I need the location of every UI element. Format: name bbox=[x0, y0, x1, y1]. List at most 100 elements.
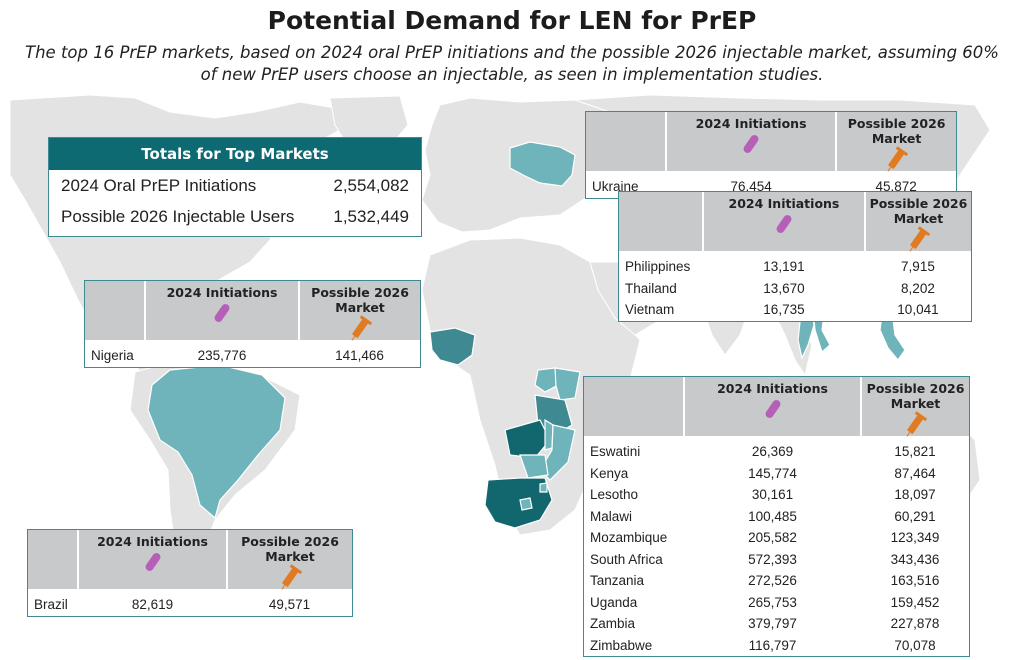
market-header-label: Possible 2026 Market bbox=[311, 285, 409, 315]
market-value: 60,291 bbox=[894, 508, 936, 524]
pill-icon bbox=[742, 133, 761, 155]
table-row: Vietnam 16,735 10,041 bbox=[619, 299, 971, 321]
initiations-value: 13,191 bbox=[763, 259, 805, 275]
table-row: Uganda 265,753 159,452 bbox=[584, 592, 969, 614]
table-row: South Africa 572,393 343,436 bbox=[584, 549, 969, 571]
initiations-column-header: 2024 Initiations bbox=[145, 281, 301, 340]
initiations-value: 272,526 bbox=[748, 573, 797, 589]
table-row: Malawi 100,485 60,291 bbox=[584, 506, 969, 528]
initiations-column-header: 2024 Initiations bbox=[78, 530, 229, 589]
table-row: Nigeria 235,776 141,466 bbox=[85, 340, 420, 367]
data-table: 2024 Initiations Possible 2026 Market Braz… bbox=[28, 530, 352, 616]
eswatini-shape bbox=[539, 482, 548, 493]
table-row: Thailand 13,670 8,202 bbox=[619, 278, 971, 300]
market-value: 18,097 bbox=[894, 487, 936, 503]
market-header-label: Possible 2026 Market bbox=[241, 534, 339, 564]
initiations-column-header: 2024 Initiations bbox=[703, 192, 866, 251]
table-row: Mozambique 205,582 123,349 bbox=[584, 527, 969, 549]
syringe-icon bbox=[351, 317, 369, 339]
ukraine-shape bbox=[509, 141, 576, 187]
table-row: Tanzania 272,526 163,516 bbox=[584, 570, 969, 592]
country-name: Lesotho bbox=[590, 487, 639, 503]
market-column-header: Possible 2026 Market bbox=[836, 112, 956, 171]
syringe-icon bbox=[906, 413, 925, 435]
market-value: 159,452 bbox=[890, 594, 940, 610]
table-nigeria: 2024 Initiations Possible 2026 Market Nige… bbox=[84, 280, 421, 368]
table-row: Zimbabwe 116,797 70,078 bbox=[584, 635, 969, 657]
initiations-value: 82,619 bbox=[131, 597, 174, 613]
country-name: South Africa bbox=[590, 551, 663, 567]
table-row: Ukraine 76,454 45,872 bbox=[586, 171, 956, 198]
market-column-header: Possible 2026 Market bbox=[299, 281, 420, 340]
initiations-value: 30,161 bbox=[751, 487, 794, 503]
country-name: Tanzania bbox=[590, 573, 645, 589]
country-name: Eswatini bbox=[590, 444, 641, 460]
totals-row-label: 2024 Oral PrEP Initiations bbox=[61, 176, 257, 195]
table-header-blank bbox=[584, 377, 685, 436]
country-name: Thailand bbox=[625, 280, 677, 296]
table-asia: 2024 Initiations Possible 2026 Market Phil… bbox=[618, 191, 972, 322]
market-column-header: Possible 2026 Market bbox=[864, 192, 971, 251]
market-value: 343,436 bbox=[890, 551, 940, 567]
initiations-value: 13,670 bbox=[763, 280, 805, 296]
initiations-value: 265,753 bbox=[748, 594, 797, 610]
country-name: Brazil bbox=[34, 597, 68, 613]
market-value: 87,464 bbox=[894, 465, 936, 481]
table-header-row: 2024 Initiations Possible 2026 Market bbox=[586, 112, 956, 171]
pill-icon bbox=[213, 302, 232, 324]
country-name: Nigeria bbox=[91, 348, 134, 364]
country-name: Kenya bbox=[590, 465, 629, 481]
country-name: Ukraine bbox=[592, 179, 639, 195]
data-table: 2024 Initiations Possible 2026 Market Ukra… bbox=[586, 112, 956, 198]
nigeria-shape bbox=[429, 327, 476, 366]
table-row: Lesotho 30,161 18,097 bbox=[584, 484, 969, 506]
syringe-icon bbox=[909, 228, 928, 250]
table-header-row: 2024 Initiations Possible 2026 Market bbox=[28, 530, 352, 589]
initiations-value: 145,774 bbox=[748, 465, 797, 481]
market-value: 45,872 bbox=[875, 179, 917, 195]
totals-row-label: Possible 2026 Injectable Users bbox=[61, 207, 295, 226]
country-name: Uganda bbox=[590, 594, 638, 610]
initiations-value: 26,369 bbox=[751, 444, 794, 460]
initiations-header-label: 2024 Initiations bbox=[717, 381, 828, 396]
country-name: Philippines bbox=[625, 259, 691, 275]
market-header-label: Possible 2026 Market bbox=[869, 196, 968, 226]
kenya-shape bbox=[554, 367, 581, 401]
syringe-icon bbox=[281, 566, 299, 588]
country-name: Vietnam bbox=[625, 302, 675, 318]
uganda-shape bbox=[534, 367, 559, 393]
page-title: Potential Demand for LEN for PrEP bbox=[267, 6, 757, 35]
initiations-value: 100,485 bbox=[748, 508, 797, 524]
market-value: 7,915 bbox=[901, 259, 935, 275]
table-header-blank bbox=[586, 112, 667, 171]
data-table: 2024 Initiations Possible 2026 Market Eswa… bbox=[584, 377, 969, 656]
initiations-value: 76,454 bbox=[730, 179, 772, 195]
market-value: 10,041 bbox=[897, 302, 939, 318]
pill-icon bbox=[763, 398, 782, 420]
market-column-header: Possible 2026 Market bbox=[227, 530, 352, 589]
totals-row: Possible 2026 Injectable Users 1,532,449 bbox=[49, 201, 421, 232]
brazil-shape bbox=[147, 364, 286, 520]
totals-header: Totals for Top Markets bbox=[49, 138, 421, 170]
initiations-value: 235,776 bbox=[197, 348, 247, 364]
totals-row-value: 2,554,082 bbox=[333, 176, 409, 195]
table-header-row: 2024 Initiations Possible 2026 Market bbox=[85, 281, 420, 340]
data-table: 2024 Initiations Possible 2026 Market Nige… bbox=[85, 281, 420, 367]
table-ukraine: 2024 Initiations Possible 2026 Market Ukra… bbox=[585, 111, 957, 199]
initiations-column-header: 2024 Initiations bbox=[684, 377, 863, 436]
country-name: Zambia bbox=[590, 616, 636, 632]
initiations-value: 205,582 bbox=[748, 530, 797, 546]
pill-icon bbox=[774, 213, 793, 235]
country-name: Malawi bbox=[590, 508, 633, 524]
table-header-blank bbox=[28, 530, 79, 589]
table-row: Zambia 379,797 227,878 bbox=[584, 613, 969, 635]
market-column-header: Possible 2026 Market bbox=[861, 377, 969, 436]
market-value: 123,349 bbox=[890, 530, 940, 546]
lesotho-shape bbox=[519, 497, 533, 511]
totals-row-value: 1,532,449 bbox=[333, 207, 409, 226]
market-header-label: Possible 2026 Market bbox=[847, 116, 946, 146]
market-value: 227,878 bbox=[890, 616, 940, 632]
zambia-shape bbox=[504, 419, 551, 459]
initiations-value: 572,393 bbox=[748, 551, 797, 567]
mozambique-shape bbox=[539, 424, 576, 481]
